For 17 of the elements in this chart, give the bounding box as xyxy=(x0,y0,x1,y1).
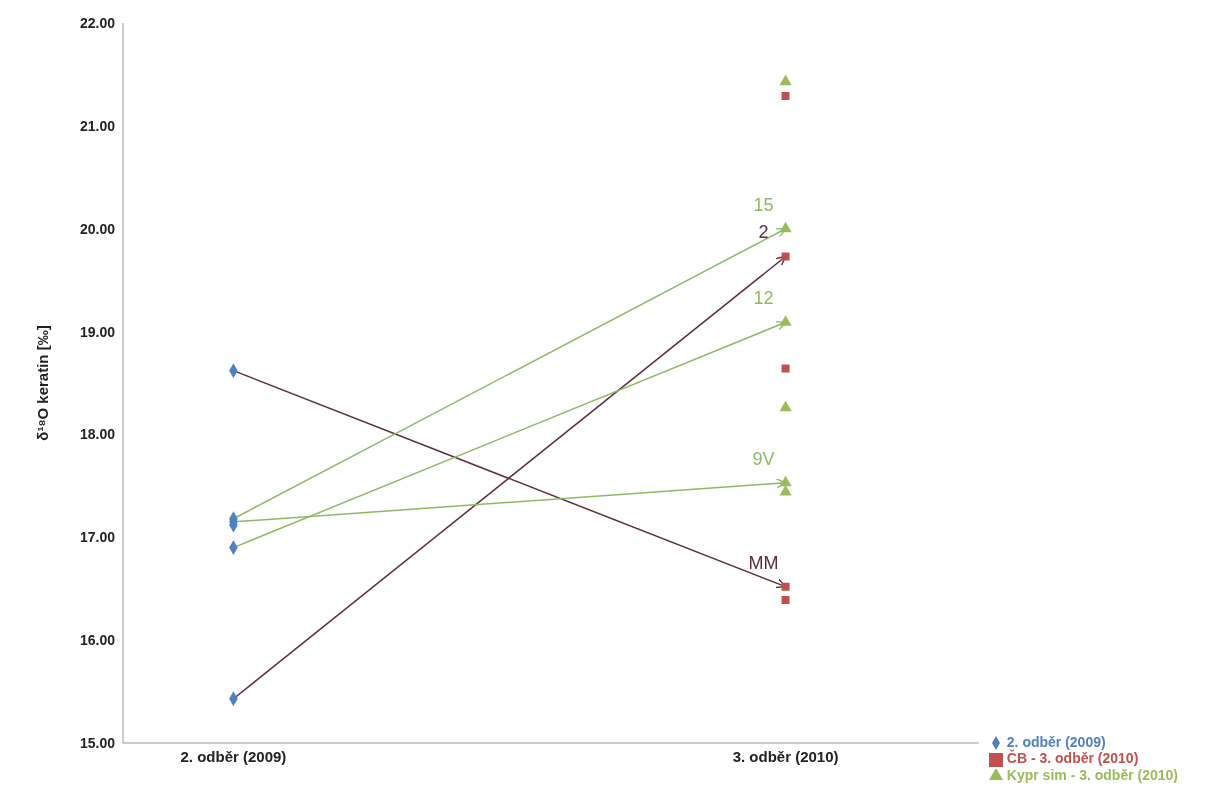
y-tick-label: 20.00 xyxy=(79,220,116,237)
y-tick-label: 21.00 xyxy=(79,117,116,134)
y-tick-label: 18.00 xyxy=(79,426,116,443)
annotation: MM xyxy=(748,552,779,573)
annotation: 9V xyxy=(752,448,775,469)
y-tick-label: 22.00 xyxy=(79,14,116,31)
y-tick-label: 15.00 xyxy=(79,734,116,751)
y-axis-title: δ¹⁸O keratin [‰] xyxy=(34,325,52,441)
y-tick-label: 16.00 xyxy=(79,632,116,649)
annotation: 15 xyxy=(753,194,774,215)
annotation: 12 xyxy=(753,288,774,309)
legend-label: ČB - 3. odběr (2010) xyxy=(1006,750,1139,767)
annotation: 2 xyxy=(758,222,769,243)
legend-label: Kypr sim - 3. odběr (2010) xyxy=(1006,766,1178,783)
y-tick-label: 19.00 xyxy=(79,323,116,340)
x-tick-label: 3. odběr (2010) xyxy=(732,747,839,765)
y-tick-label: 17.00 xyxy=(79,529,116,546)
